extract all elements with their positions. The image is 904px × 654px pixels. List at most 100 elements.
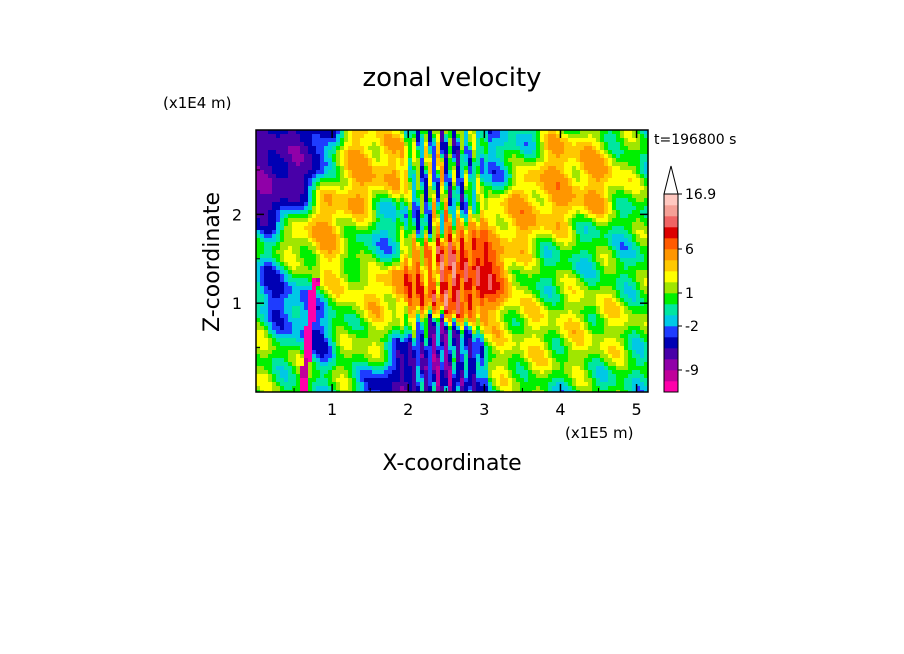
field-cell	[600, 274, 605, 279]
field-cell	[400, 194, 405, 199]
field-cell	[480, 302, 485, 307]
field-cell	[628, 166, 633, 171]
field-cell	[556, 150, 561, 155]
field-cell	[372, 166, 377, 171]
field-cell	[628, 202, 633, 207]
field-cell	[552, 194, 557, 199]
field-cell	[300, 158, 305, 163]
field-cell	[616, 330, 621, 335]
field-cell	[384, 170, 389, 175]
field-cell	[428, 170, 433, 175]
field-cell	[600, 166, 605, 171]
field-cell	[512, 186, 517, 191]
field-cell	[488, 162, 493, 167]
field-cell	[356, 194, 361, 199]
field-cell	[620, 206, 625, 211]
field-cell	[264, 202, 269, 207]
field-cell	[572, 286, 577, 291]
field-cell	[612, 194, 617, 199]
field-cell	[408, 266, 413, 271]
field-cell	[552, 278, 557, 283]
field-cell	[640, 270, 645, 275]
field-cell	[528, 226, 533, 231]
field-cell	[596, 322, 601, 327]
field-cell	[400, 250, 405, 255]
field-cell	[376, 170, 381, 175]
field-cell	[476, 190, 481, 195]
field-cell	[372, 298, 377, 303]
field-cell	[556, 158, 561, 163]
field-cell	[596, 226, 601, 231]
field-cell	[532, 218, 537, 223]
field-cell	[412, 282, 417, 287]
field-cell	[264, 262, 269, 267]
field-cell	[312, 190, 317, 195]
field-cell	[484, 202, 489, 207]
field-cell	[496, 194, 501, 199]
field-cell	[560, 282, 565, 287]
field-cell	[588, 266, 593, 271]
field-cell	[624, 198, 629, 203]
field-cell	[408, 326, 413, 331]
field-cell	[336, 298, 341, 303]
field-cell	[332, 234, 337, 239]
field-cell	[644, 174, 648, 179]
field-cell	[360, 206, 365, 211]
field-cell	[424, 274, 429, 279]
field-cell	[440, 190, 445, 195]
field-cell	[304, 190, 309, 195]
field-cell	[388, 278, 393, 283]
field-cell	[296, 230, 301, 235]
field-cell	[540, 226, 545, 231]
field-cell	[464, 138, 469, 143]
field-cell	[456, 294, 461, 299]
field-cell	[428, 262, 433, 267]
field-cell	[520, 310, 525, 315]
field-cell	[544, 298, 549, 303]
field-cell	[500, 234, 505, 239]
field-cell	[480, 138, 485, 143]
field-cell	[508, 162, 513, 167]
field-cell	[256, 302, 261, 307]
field-cell	[504, 302, 509, 307]
field-cell	[280, 182, 285, 187]
field-cell	[556, 318, 561, 323]
field-cell	[344, 178, 349, 183]
field-cell	[468, 286, 473, 291]
field-cell	[324, 206, 329, 211]
field-cell	[376, 266, 381, 271]
field-cell	[468, 234, 473, 239]
field-cell	[424, 170, 429, 175]
field-cell	[548, 154, 553, 159]
field-cell	[508, 238, 513, 243]
field-cell	[268, 242, 273, 247]
field-cell	[452, 226, 457, 231]
field-cell	[548, 298, 553, 303]
field-cell	[616, 286, 621, 291]
field-cell	[260, 222, 265, 227]
field-cell	[308, 226, 313, 231]
field-cell	[500, 210, 505, 215]
field-cell	[556, 154, 561, 159]
field-cell	[316, 270, 321, 275]
field-cell	[576, 290, 581, 295]
field-cell	[268, 294, 273, 299]
field-cell	[292, 202, 297, 207]
field-cell	[552, 186, 557, 191]
field-cell	[264, 198, 269, 203]
field-cell	[504, 166, 509, 171]
field-cell	[328, 310, 333, 315]
field-cell	[464, 278, 469, 283]
field-cell	[380, 170, 385, 175]
field-cell	[272, 178, 277, 183]
field-cell	[468, 146, 473, 151]
field-cell	[564, 310, 569, 315]
field-cell	[312, 294, 317, 299]
field-cell	[628, 258, 633, 263]
field-cell	[368, 226, 373, 231]
field-cell	[556, 174, 561, 179]
field-cell	[356, 314, 361, 319]
field-cell	[440, 294, 445, 299]
field-cell	[460, 262, 465, 267]
field-cell	[620, 150, 625, 155]
